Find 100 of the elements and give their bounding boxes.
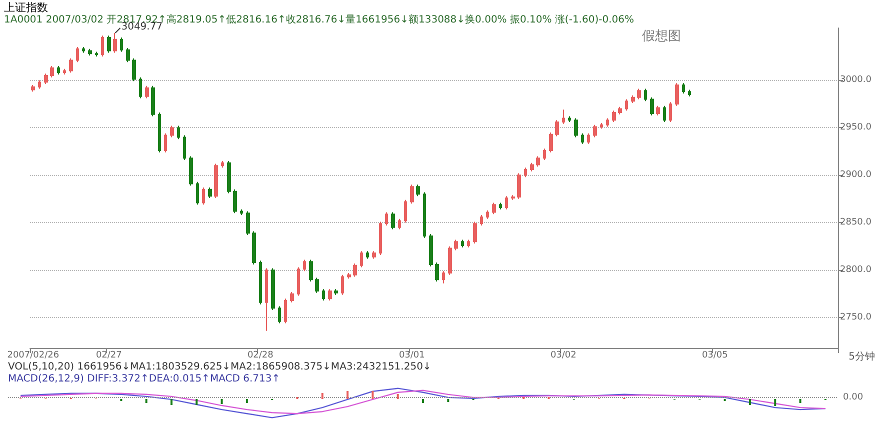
bar [196,399,198,405]
candlestick [297,266,300,296]
candlestick [196,181,199,206]
x-tick-label: 02/28 [247,350,274,360]
candlestick [568,116,571,123]
candlestick [543,148,546,160]
candlestick [581,132,584,144]
candlestick [177,125,180,140]
candlestick [675,82,679,106]
candlestick [625,98,628,112]
candlestick [164,132,167,153]
candlestick [221,160,224,168]
candlestick [682,82,685,94]
bar [447,399,450,402]
candlestick [486,210,489,220]
candlestick [606,118,609,128]
y-tick-label: 2950.0 [840,122,872,133]
candlestick [385,212,388,226]
candlestick [284,298,287,324]
candlestick [202,187,205,206]
candlestick [341,274,344,296]
candlestick [530,162,534,172]
candlestick [505,196,508,210]
candlestick [227,160,231,194]
bar [246,399,248,403]
candlestick [240,208,243,216]
candlestick [95,51,98,57]
candlestick [656,105,660,116]
candlestick [511,194,515,200]
text: VOL(5,10,20) 1661956↓MA1:1803529.625↓MA2:1865908.375↓MA3:2432151.250↓ [8,362,432,372]
candlestick [151,85,155,117]
candlestick [353,262,357,278]
candlestick [688,89,691,97]
candlestick [347,272,351,280]
candlestick [600,122,603,130]
y-tick-label: 2800.0 [840,265,872,276]
candlestick [644,88,647,102]
candlestick [145,85,149,99]
candlestick [50,65,54,78]
candlestick [183,134,186,160]
bar [748,399,751,405]
x-tick-label: 03/05 [702,350,728,360]
candlestick [574,118,578,138]
candlestick [44,73,48,85]
candlestick [663,105,666,123]
candlestick [555,120,559,137]
candlestick [259,260,262,305]
y-tick-label: 2750.0 [840,312,872,323]
text: MACD(26,12,9) DIFF:3.372↑DEA:0.015↑MACD 6.713↑ [8,374,280,384]
bar [145,399,148,403]
candlestick [650,96,654,116]
candlestick [82,46,85,54]
x-tick-label: 02/27 [96,350,122,360]
candlestick [517,172,521,200]
bar [170,399,172,405]
candlestick [612,110,616,123]
candlestick [322,288,325,302]
candlestick [423,192,426,238]
candlestick [315,277,319,294]
candlestick [158,112,161,153]
candlestick [233,188,237,214]
ref-line-label: 0.00 [843,392,864,402]
bar [422,399,424,403]
x-tick-label: 03/01 [398,350,425,360]
candlestick [246,210,250,236]
candlestick [492,202,496,215]
candlestick [69,58,73,74]
candlestick [290,291,294,303]
candlestick [410,184,414,204]
candlestick [76,46,79,63]
candlestick [379,221,382,256]
candlestick [448,246,452,276]
candlestick [372,250,376,260]
candlestick [473,221,477,244]
candlestick [126,47,130,63]
annotation: 3049.77 [121,21,163,32]
candlestick [120,36,123,52]
candlestick [404,199,407,224]
candlestick [189,156,193,186]
candlestick [57,65,60,76]
chart-title: 上证指数 [4,1,48,14]
candlestick [536,156,540,168]
candlestick [271,268,275,311]
candlestick [467,239,470,248]
bar [396,394,399,399]
candlestick [454,239,458,251]
bar [774,399,776,406]
candlestick [252,230,256,265]
bar [321,393,324,399]
candlestick [107,35,111,54]
candlestick [360,250,363,268]
candlestick [549,132,553,153]
candlestick [132,58,136,82]
candlestick [88,48,92,56]
candlestick [139,76,142,99]
text: 5分钟 [848,350,876,362]
candlestick [328,288,332,302]
candlestick [334,288,338,296]
candlestick [416,184,420,197]
candlestick [208,187,212,198]
